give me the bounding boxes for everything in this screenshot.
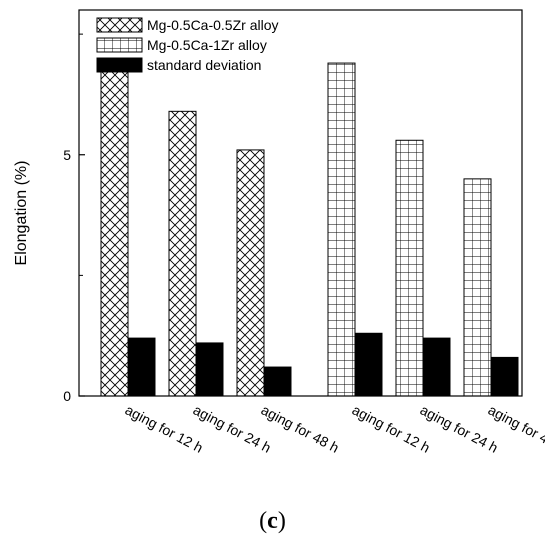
elongation-bar-g2-1	[327, 62, 356, 397]
std-dev-bar-g1-3	[263, 366, 292, 397]
caption-letter: c	[267, 508, 278, 534]
bars	[100, 62, 519, 397]
caption-open: (	[259, 508, 268, 534]
std-dev-bar-g1-2	[195, 342, 224, 397]
legend: Mg-0.5Ca-0.5Zr alloy Mg-0.5Ca-1Zr alloy st…	[96, 17, 279, 73]
legend-swatch	[96, 57, 143, 73]
elongation-bar-g1-2	[168, 110, 197, 397]
x-tick-label: aging for 48 h	[259, 402, 342, 456]
legend-swatch	[96, 37, 143, 53]
axis-ticks: 05	[63, 33, 85, 404]
caption-close: )	[277, 508, 286, 534]
std-dev-bar-g2-3	[490, 356, 519, 397]
elongation-bar-g2-3	[463, 178, 492, 397]
std-dev-bar-g2-1	[354, 332, 383, 397]
y-tick-label: 5	[63, 147, 71, 163]
legend-swatch	[96, 17, 143, 33]
y-tick-label: 0	[63, 388, 71, 404]
legend-label: Mg-0.5Ca-1Zr alloy	[147, 37, 267, 53]
figure-caption: (c)	[0, 508, 545, 535]
std-dev-bar-g1-1	[127, 337, 156, 397]
elongation-bar-g1-3	[236, 149, 265, 397]
plot-frame	[78, 9, 523, 397]
y-axis-label: Elongation (%)	[13, 161, 30, 266]
legend-label: standard deviation	[147, 57, 261, 73]
legend-label: Mg-0.5Ca-0.5Zr alloy	[147, 17, 279, 33]
elongation-bar-g1-1	[100, 67, 129, 397]
elongation-bar-g2-2	[395, 139, 424, 397]
std-dev-bar-g2-2	[422, 337, 451, 397]
